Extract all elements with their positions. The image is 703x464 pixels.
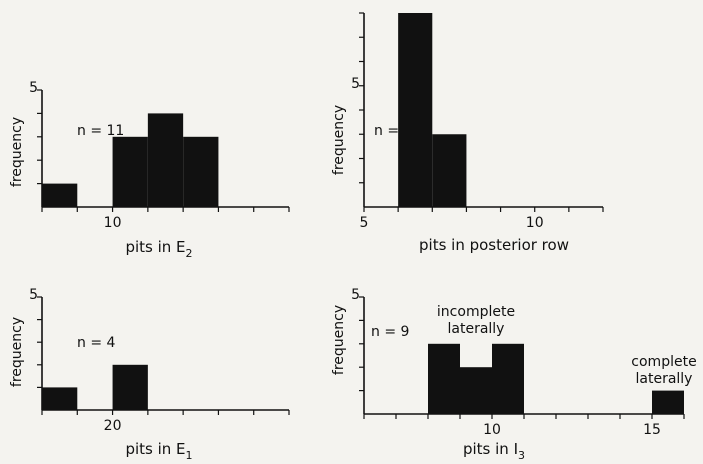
histogram-bar <box>42 183 78 207</box>
histogram-bar <box>398 13 433 207</box>
complete-annotation: complete <box>631 354 696 370</box>
y-axis-label: frequency <box>331 305 347 375</box>
histogram-bar <box>112 136 148 207</box>
x-axis-label: pits in E2 <box>125 238 192 260</box>
histogram-bar <box>112 364 148 410</box>
x-axis-label-main: pits in E <box>125 440 185 458</box>
histogram-bar <box>428 343 460 414</box>
histogram-bar <box>460 367 492 414</box>
chart-panel-e1: frequency n = 4 pits in E1 20 5 <box>9 287 290 462</box>
histogram-bar <box>147 113 184 207</box>
histogram-bar <box>492 343 524 414</box>
y-axis-label: frequency <box>9 117 25 187</box>
x-axis-label: pits in posterior row <box>419 236 569 254</box>
chart-panel-e2: frequency n = 11 pits in E2 10 5 <box>9 80 290 260</box>
x-axis-label: pits in E1 <box>125 440 192 462</box>
y-tick-label: 5 <box>29 80 38 96</box>
x-tick-label: 20 <box>104 418 122 434</box>
histogram-bar <box>183 136 219 207</box>
x-tick-label: 10 <box>483 422 501 438</box>
y-tick-label: 5 <box>351 76 360 92</box>
y-axis-label: frequency <box>331 105 347 175</box>
histogram-bar <box>42 387 78 410</box>
y-axis-label: frequency <box>9 317 25 387</box>
histogram-bar <box>652 390 684 414</box>
chart-panel-i3: frequency n = 9 incomplete laterally com… <box>331 287 697 462</box>
sample-size-label: n = 9 <box>371 324 409 340</box>
y-tick-label: 5 <box>29 287 38 303</box>
x-tick-label: 5 <box>360 215 369 231</box>
x-tick-label: 15 <box>643 422 661 438</box>
chart-panel-posterior-row: frequency n = 11 pits in posterior row 5… <box>331 12 604 254</box>
x-axis-label-subscript: 3 <box>518 449 525 462</box>
histogram-bar <box>432 134 467 207</box>
y-tick-label: 5 <box>351 287 360 303</box>
sample-size-label: n = 4 <box>77 335 116 351</box>
x-axis-label: pits in I3 <box>463 440 525 462</box>
incomplete-annotation: incomplete <box>437 304 515 320</box>
x-tick-label: 10 <box>104 215 122 231</box>
x-axis-label-main: pits in E <box>125 238 185 256</box>
x-tick-label: 10 <box>526 215 544 231</box>
x-axis-label-main: pits in I <box>463 440 518 458</box>
x-axis-label-subscript: 1 <box>186 449 193 462</box>
incomplete-annotation-2: laterally <box>448 321 505 337</box>
sample-size-label: n = 11 <box>77 123 124 139</box>
x-axis-label-subscript: 2 <box>186 247 193 260</box>
complete-annotation-2: laterally <box>636 371 693 387</box>
